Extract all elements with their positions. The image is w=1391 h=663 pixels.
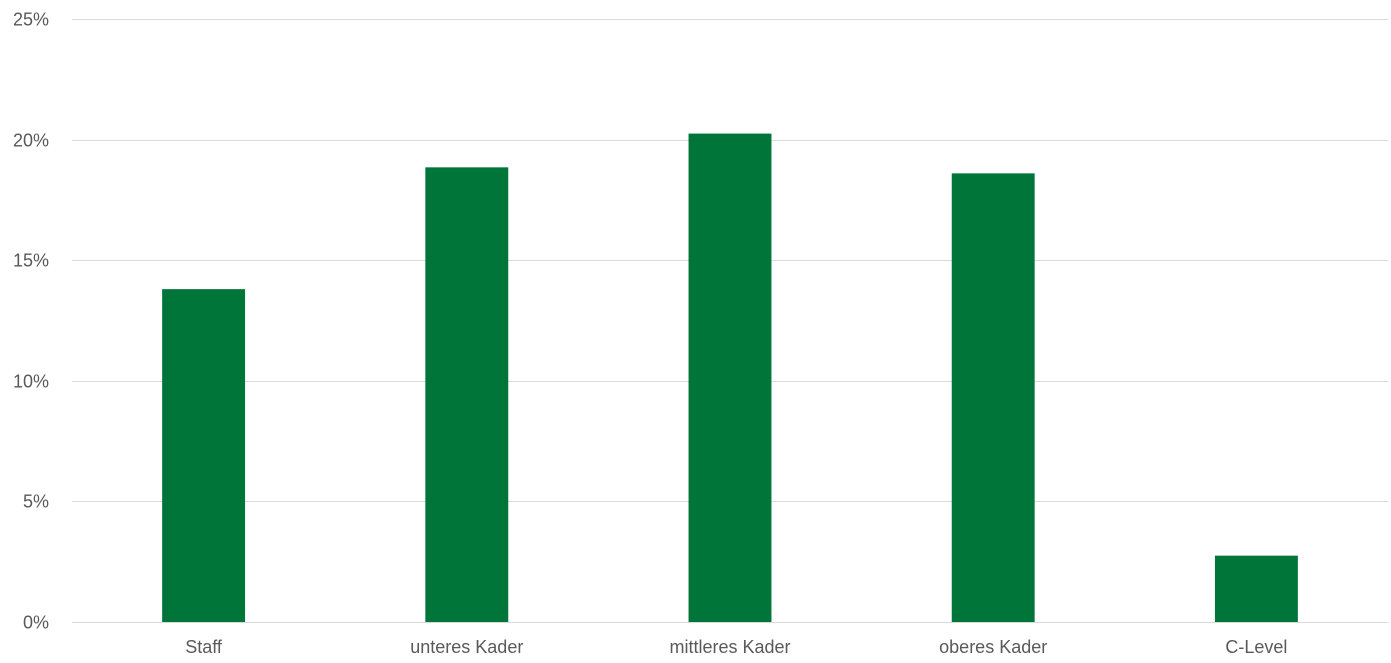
y-tick-label-15: 15% <box>13 251 49 271</box>
bar-c-level <box>1214 555 1298 622</box>
x-axis-category-labels: Staff unteres Kader mittleres Kader oberes … <box>185 637 1287 657</box>
x-category-label-mittleres-kader: mittleres Kader <box>669 637 790 657</box>
bar-unteres-kader <box>425 167 509 622</box>
y-tick-label-25: 25% <box>13 10 49 30</box>
x-category-label-c-level: C-Level <box>1225 637 1287 657</box>
x-category-label-unteres-kader: unteres Kader <box>410 637 523 657</box>
bar-mittleres-kader <box>688 133 772 622</box>
y-tick-label-5: 5% <box>23 492 49 512</box>
y-tick-label-20: 20% <box>13 131 49 151</box>
bar-staff <box>162 289 246 622</box>
x-category-label-oberes-kader: oberes Kader <box>939 637 1047 657</box>
x-category-label-staff: Staff <box>185 637 223 657</box>
bar-oberes-kader <box>951 173 1035 623</box>
y-tick-label-0: 0% <box>23 613 49 633</box>
bars <box>162 133 1298 623</box>
y-axis-tick-labels: 0% 5% 10% 15% 20% 25% <box>13 10 49 633</box>
y-tick-label-10: 10% <box>13 372 49 392</box>
